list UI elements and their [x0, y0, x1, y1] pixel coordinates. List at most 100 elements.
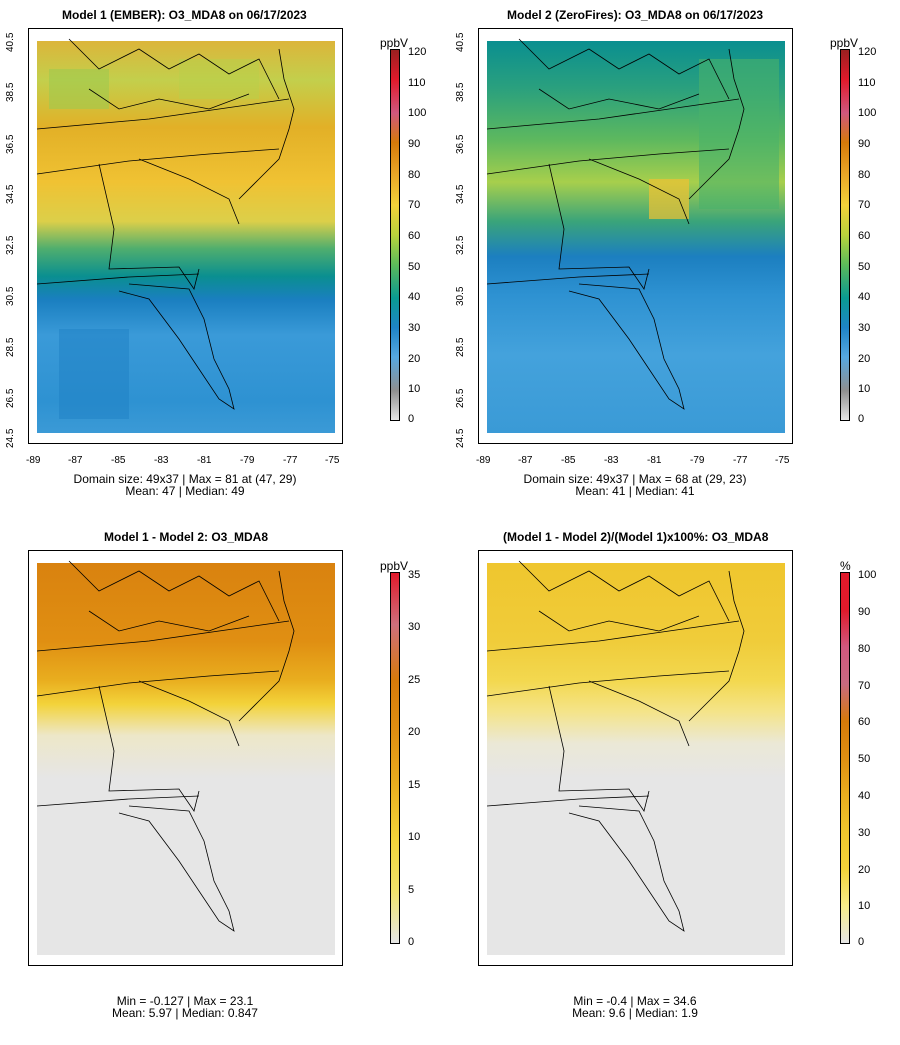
panel1-y-tick: 32.5	[5, 235, 16, 255]
panel1-y-tick: 40.5	[5, 32, 16, 52]
panel2-cbar-tick: 100	[858, 107, 877, 119]
panel4-map	[486, 560, 785, 955]
panel2-cbar-tick: 60	[858, 230, 871, 242]
panel1-x-tick: -77	[283, 455, 298, 466]
panel3-cbar-tick: 20	[408, 726, 421, 738]
panel1-colorbar	[390, 49, 400, 421]
panel1-x-tick: -85	[111, 455, 126, 466]
panel1-map-frame	[28, 28, 343, 444]
panel3-cbar-tick: 5	[408, 884, 415, 896]
panel2-cbar-tick: 70	[858, 199, 871, 211]
panel4-stats: Min = -0.4 | Max = 34.6 Mean: 9.6 | Medi…	[510, 995, 760, 1019]
panel1-cbar-tick: 40	[408, 291, 421, 303]
panel1-cbar-tick: 10	[408, 383, 421, 395]
panel1-title: Model 1 (EMBER): O3_MDA8 on 06/17/2023	[62, 8, 307, 22]
panel1-cbar-tick: 90	[408, 138, 421, 150]
panel1-y-tick: 28.5	[5, 337, 16, 357]
panel1-cbar-tick: 0	[408, 413, 415, 425]
panel1-y-tick: 26.5	[5, 388, 16, 408]
panel1-x-tick: -83	[154, 455, 169, 466]
panel2-cbar-tick: 40	[858, 291, 871, 303]
panel2-stats: Domain size: 49x37 | Max = 68 at (29, 23…	[510, 473, 760, 497]
panel3-stats-line1: Min = -0.127 | Max = 23.1	[116, 994, 254, 1008]
panel2-colorbar	[840, 49, 850, 421]
panel4-map-frame	[478, 550, 793, 966]
panel1-cbar-tick: 70	[408, 199, 421, 211]
panel1-x-tick: -89	[26, 455, 41, 466]
panel4-title: (Model 1 - Model 2)/(Model 1)x100%: O3_M…	[503, 530, 769, 544]
panel1-map	[36, 38, 335, 433]
panel3-title: Model 1 - Model 2: O3_MDA8	[104, 530, 269, 544]
panel1-y-tick: 24.5	[5, 428, 16, 448]
panel2-title: Model 2 (ZeroFires): O3_MDA8 on 06/17/20…	[507, 8, 764, 22]
panel2-stats-line1: Domain size: 49x37 | Max = 68 at (29, 23…	[523, 472, 747, 486]
panel4-cbar-tick: 30	[858, 827, 871, 839]
panel2-x-tick: -81	[647, 455, 662, 466]
panel4-stats-line2: Mean: 9.6 | Median: 1.9	[572, 1006, 698, 1020]
panel2-cbar-tick: 110	[858, 77, 876, 89]
panel2-x-tick: -85	[561, 455, 576, 466]
panel1-stats: Domain size: 49x37 | Max = 81 at (47, 29…	[60, 473, 310, 497]
panel3-cbar-tick: 15	[408, 779, 421, 791]
panel2-y-tick: 28.5	[455, 337, 466, 357]
panel4-cbar-tick: 70	[858, 680, 871, 692]
panel4-unit: %	[840, 559, 851, 573]
panel4-colorbar	[840, 572, 850, 944]
panel1-x-tick: -79	[240, 455, 255, 466]
panel2-map	[486, 38, 785, 433]
panel1-cbar-tick: 60	[408, 230, 421, 242]
panel2-x-tick: -75	[775, 455, 790, 466]
panel1-y-tick: 34.5	[5, 184, 16, 204]
panel4-cbar-tick: 40	[858, 790, 871, 802]
panel1-cbar-tick: 100	[408, 107, 427, 119]
panel2-cbar-tick: 10	[858, 383, 871, 395]
panel2-y-tick: 34.5	[455, 184, 466, 204]
panel2-cbar-tick: 80	[858, 169, 871, 181]
panel2-cbar-tick: 30	[858, 322, 871, 334]
panel1-x-tick: -81	[197, 455, 212, 466]
panel2-map-frame	[478, 28, 793, 444]
panel4-cbar-tick: 10	[858, 900, 871, 912]
panel3-stats-line2: Mean: 5.97 | Median: 0.847	[112, 1006, 258, 1020]
panel1-x-tick: -87	[68, 455, 83, 466]
panel2-stats-line2: Mean: 41 | Median: 41	[575, 484, 695, 498]
panel2-y-tick: 26.5	[455, 388, 466, 408]
panel1-cbar-tick: 50	[408, 261, 421, 273]
panel4-cbar-tick: 80	[858, 643, 871, 655]
panel2-y-tick: 40.5	[455, 32, 466, 52]
panel4-cbar-tick: 100	[858, 569, 877, 581]
panel2-y-tick: 36.5	[455, 134, 466, 154]
panel3-map-frame	[28, 550, 343, 966]
panel1-unit: ppbV	[380, 36, 409, 50]
panel1-cbar-tick: 120	[408, 46, 427, 58]
panel3-stats: Min = -0.127 | Max = 23.1 Mean: 5.97 | M…	[60, 995, 310, 1019]
panel1-stats-line2: Mean: 47 | Median: 49	[125, 484, 245, 498]
panel1-y-tick: 38.5	[5, 82, 16, 102]
panel2-cbar-tick: 90	[858, 138, 871, 150]
panel4-cbar-tick: 20	[858, 864, 871, 876]
panel4-stats-line1: Min = -0.4 | Max = 34.6	[573, 994, 697, 1008]
panel3-cbar-tick: 35	[408, 569, 421, 581]
panel2-y-tick: 24.5	[455, 428, 466, 448]
panel2-cbar-tick: 20	[858, 353, 871, 365]
panel2-y-tick: 32.5	[455, 235, 466, 255]
panel3-cbar-tick: 25	[408, 674, 421, 686]
panel1-cbar-tick: 80	[408, 169, 421, 181]
panel1-stats-line1: Domain size: 49x37 | Max = 81 at (47, 29…	[73, 472, 297, 486]
panel1-cbar-tick: 30	[408, 322, 421, 334]
panel2-cbar-tick: 0	[858, 413, 865, 425]
panel2-y-tick: 38.5	[455, 82, 466, 102]
panel2-x-tick: -89	[476, 455, 491, 466]
panel3-colorbar	[390, 572, 400, 944]
panel2-x-tick: -77	[733, 455, 748, 466]
panel4-cbar-tick: 0	[858, 936, 865, 948]
panel3-unit: ppbV	[380, 559, 409, 573]
panel3-cbar-tick: 0	[408, 936, 415, 948]
panel1-y-tick: 30.5	[5, 286, 16, 306]
panel3-cbar-tick: 30	[408, 621, 421, 633]
panel1-y-tick: 36.5	[5, 134, 16, 154]
panel2-x-tick: -79	[690, 455, 705, 466]
panel4-cbar-tick: 90	[858, 606, 871, 618]
panel4-cbar-tick: 50	[858, 753, 871, 765]
panel4-cbar-tick: 60	[858, 716, 871, 728]
